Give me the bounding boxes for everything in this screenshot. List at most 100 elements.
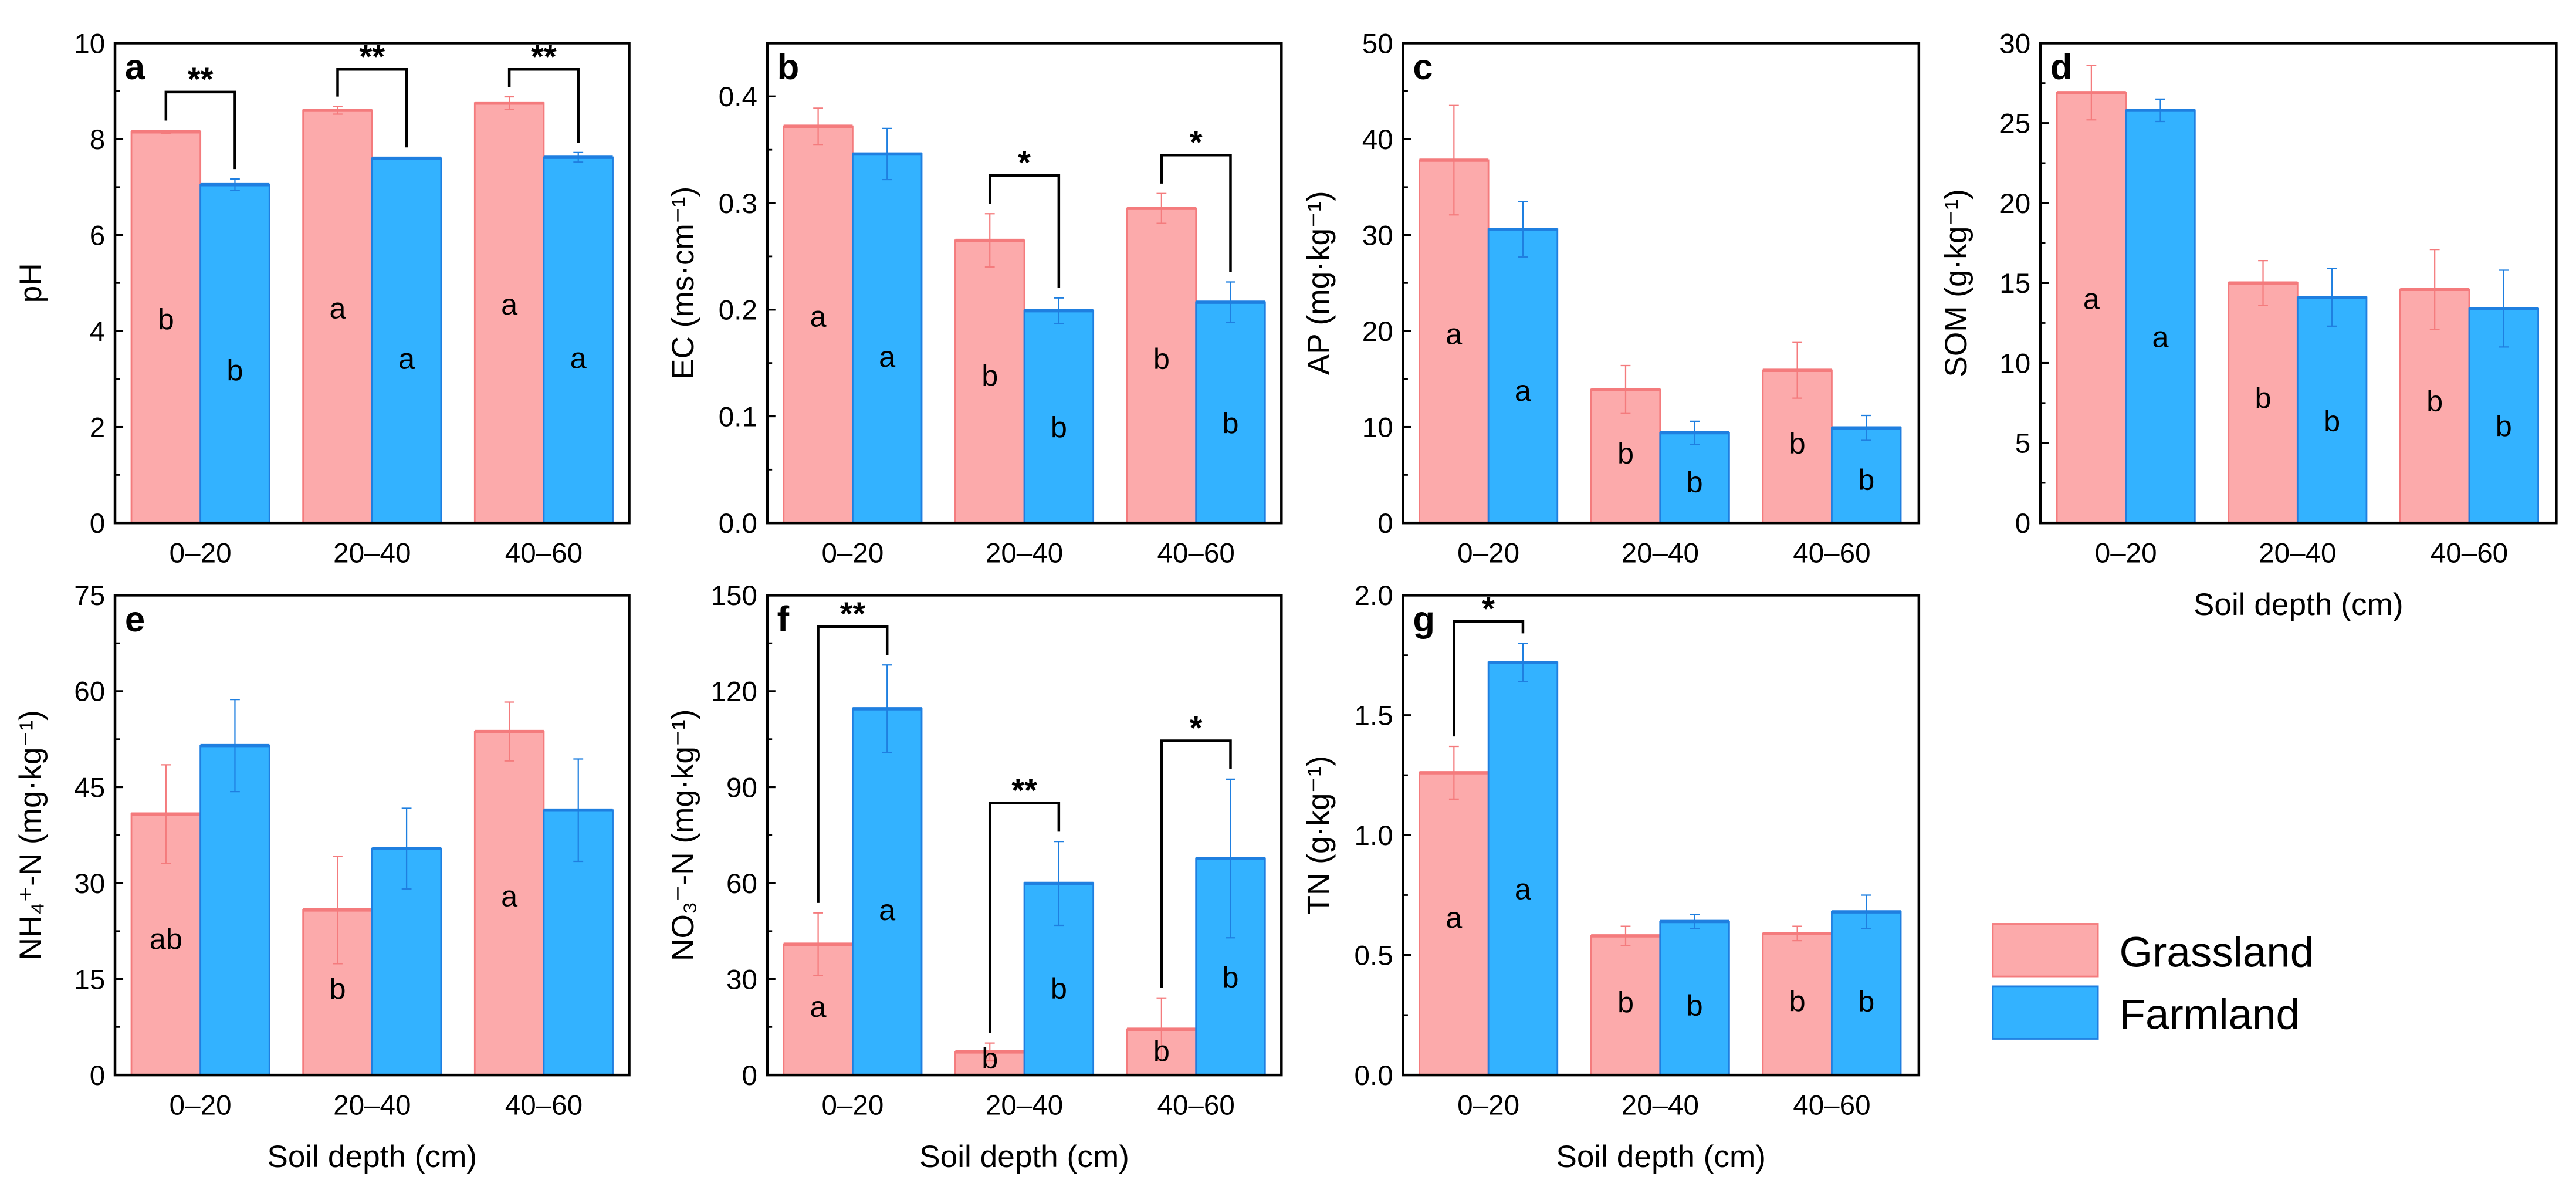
legend-swatch-grassland bbox=[1992, 923, 2099, 978]
significance-stars: * bbox=[1018, 144, 1031, 181]
y-tick-label: 6 bbox=[90, 220, 105, 251]
plot-frame bbox=[1402, 42, 1921, 525]
significance-stars: ** bbox=[1011, 772, 1037, 809]
bar-grassland bbox=[1126, 207, 1197, 524]
y-tick-label: 20 bbox=[1999, 188, 2030, 219]
y-tick-label: 30 bbox=[1362, 220, 1393, 251]
significance-letter-farmland: b bbox=[1858, 985, 1874, 1018]
significance-letter-grassland: a bbox=[1446, 901, 1463, 934]
y-tick-label: 25 bbox=[1999, 109, 2030, 140]
x-tick-label: 20–40 bbox=[986, 537, 1063, 569]
y-tick-label: 30 bbox=[1999, 28, 2030, 59]
panels: 0246810bb0–20**aa20–40**aa40–60**apH0.00… bbox=[13, 28, 2558, 1174]
significance-letter-grassland: b bbox=[329, 972, 346, 1006]
y-tick-label: 60 bbox=[726, 868, 757, 900]
significance-letter-grassland: b bbox=[981, 359, 998, 393]
significance-stars: * bbox=[1482, 590, 1495, 627]
significance-bracket bbox=[164, 90, 236, 170]
significance-bracket bbox=[336, 68, 408, 148]
significance-stars: * bbox=[1190, 709, 1203, 746]
y-tick-label: 120 bbox=[711, 677, 757, 708]
significance-letter-grassland: b bbox=[1789, 984, 1806, 1017]
significance-letter-farmland: a bbox=[879, 893, 896, 927]
y-axis-label: NO₃⁻-N (mg·kg⁻¹) bbox=[666, 709, 700, 961]
y-axis-label: AP (mg·kg⁻¹) bbox=[1302, 191, 1336, 375]
y-tick-label: 10 bbox=[1999, 348, 2030, 379]
y-tick-label: 0 bbox=[742, 1060, 757, 1091]
significance-letter-farmland: b bbox=[1222, 961, 1238, 994]
plot-frame bbox=[2039, 42, 2558, 525]
y-tick-label: 45 bbox=[74, 772, 105, 803]
x-tick-label: 20–40 bbox=[2259, 537, 2336, 569]
y-tick-label: 0.1 bbox=[719, 401, 757, 432]
panel-label: f bbox=[777, 599, 790, 640]
y-tick-label: 0.0 bbox=[1355, 1060, 1393, 1091]
significance-stars: * bbox=[1190, 123, 1203, 160]
x-tick-label: 40–60 bbox=[1157, 1090, 1234, 1121]
bar-farmland bbox=[851, 153, 923, 524]
x-tick-label: 20–40 bbox=[1622, 1090, 1699, 1121]
significance-bracket bbox=[1160, 154, 1232, 272]
x-tick-label: 20–40 bbox=[333, 537, 411, 569]
significance-letter-farmland: b bbox=[1687, 465, 1703, 499]
bar-farmland bbox=[371, 847, 442, 1076]
x-axis-label: Soil depth (cm) bbox=[1556, 1139, 1766, 1174]
x-tick-label: 0–20 bbox=[821, 537, 884, 569]
panel-c: 0 10 20 30 40 50 a a 0–20 b b 20–40 b b 40–60 c AP (mg·k… bbox=[1302, 28, 1921, 569]
plot-frame bbox=[766, 594, 1283, 1077]
panel-d: 0 5 10 15 20 25 30 a a 0–20 b b 20–40 b b 40–60 d SOM (g·… bbox=[1939, 28, 2558, 622]
x-tick-label: 40–60 bbox=[1157, 537, 1234, 569]
x-tick-label: 0–20 bbox=[170, 1090, 232, 1121]
bar-grassland bbox=[302, 109, 373, 524]
x-tick-label: 40–60 bbox=[1793, 1090, 1870, 1121]
y-axis-label: pH bbox=[13, 263, 48, 303]
bar-farmland bbox=[851, 708, 923, 1076]
bar-farmland bbox=[2296, 296, 2368, 524]
bar-farmland bbox=[199, 745, 270, 1076]
significance-letter-grassland: b bbox=[1153, 342, 1170, 376]
legend-label-farmland: Farmland bbox=[2119, 991, 2299, 1039]
bar-grassland bbox=[1590, 935, 1661, 1076]
bar-grassland bbox=[1762, 932, 1833, 1076]
y-tick-label: 0.0 bbox=[719, 508, 757, 539]
panel-label: e bbox=[125, 599, 145, 640]
panel-label: g bbox=[1413, 599, 1435, 640]
panel-label: b bbox=[777, 47, 800, 87]
significance-letter-farmland: a bbox=[2152, 320, 2169, 354]
y-tick-label: 4 bbox=[90, 316, 105, 347]
plot-frame bbox=[1402, 594, 1921, 1077]
bar-farmland bbox=[371, 157, 442, 524]
y-tick-label: 0 bbox=[90, 508, 105, 539]
bar-farmland bbox=[199, 184, 270, 524]
legend: Grassland Farmland bbox=[1992, 923, 2314, 1040]
x-axis-label: Soil depth (cm) bbox=[2194, 587, 2404, 622]
panel-b: 0.0 0.1 0.2 0.3 0.4 a a 0–20 b b 20–40 * b b 40–60 * b EC… bbox=[666, 42, 1283, 569]
y-tick-label: 0 bbox=[1377, 508, 1393, 539]
panel-f: 0 30 60 90 120 150 a a 0–20 ** b b 20–40 ** b b 40–60 * f N… bbox=[666, 580, 1283, 1174]
y-tick-label: 2.0 bbox=[1355, 580, 1393, 611]
significance-letter-farmland: b bbox=[1687, 989, 1703, 1022]
bar-farmland bbox=[1195, 301, 1266, 524]
y-tick-label: 15 bbox=[74, 964, 105, 995]
significance-bracket bbox=[817, 625, 889, 903]
significance-letter-farmland: b bbox=[1051, 972, 1067, 1005]
y-tick-label: 0.4 bbox=[719, 82, 757, 113]
y-tick-label: 1.0 bbox=[1355, 820, 1393, 851]
bar-farmland bbox=[1487, 661, 1559, 1076]
y-tick-label: 0 bbox=[90, 1060, 105, 1091]
y-tick-label: 150 bbox=[711, 580, 757, 611]
significance-letter-grassland: a bbox=[329, 291, 346, 324]
y-tick-label: 60 bbox=[74, 677, 105, 708]
x-tick-label: 20–40 bbox=[333, 1090, 411, 1121]
significance-letter-grassland: b bbox=[981, 1042, 998, 1075]
y-tick-label: 10 bbox=[1362, 412, 1393, 443]
significance-letter-grassland: b bbox=[1153, 1034, 1170, 1067]
y-axis-label: TN (g·kg⁻¹) bbox=[1302, 756, 1336, 914]
y-tick-label: 40 bbox=[1362, 124, 1393, 155]
panel-g: 0.0 0.5 1.0 1.5 2.0 a a 0–20 * b b 20–40 b b 40–60 g TN … bbox=[1302, 580, 1921, 1174]
significance-bracket bbox=[988, 802, 1061, 1033]
x-tick-label: 40–60 bbox=[2431, 537, 2508, 569]
y-tick-label: 0.2 bbox=[719, 295, 757, 326]
significance-letter-farmland: b bbox=[226, 354, 243, 387]
